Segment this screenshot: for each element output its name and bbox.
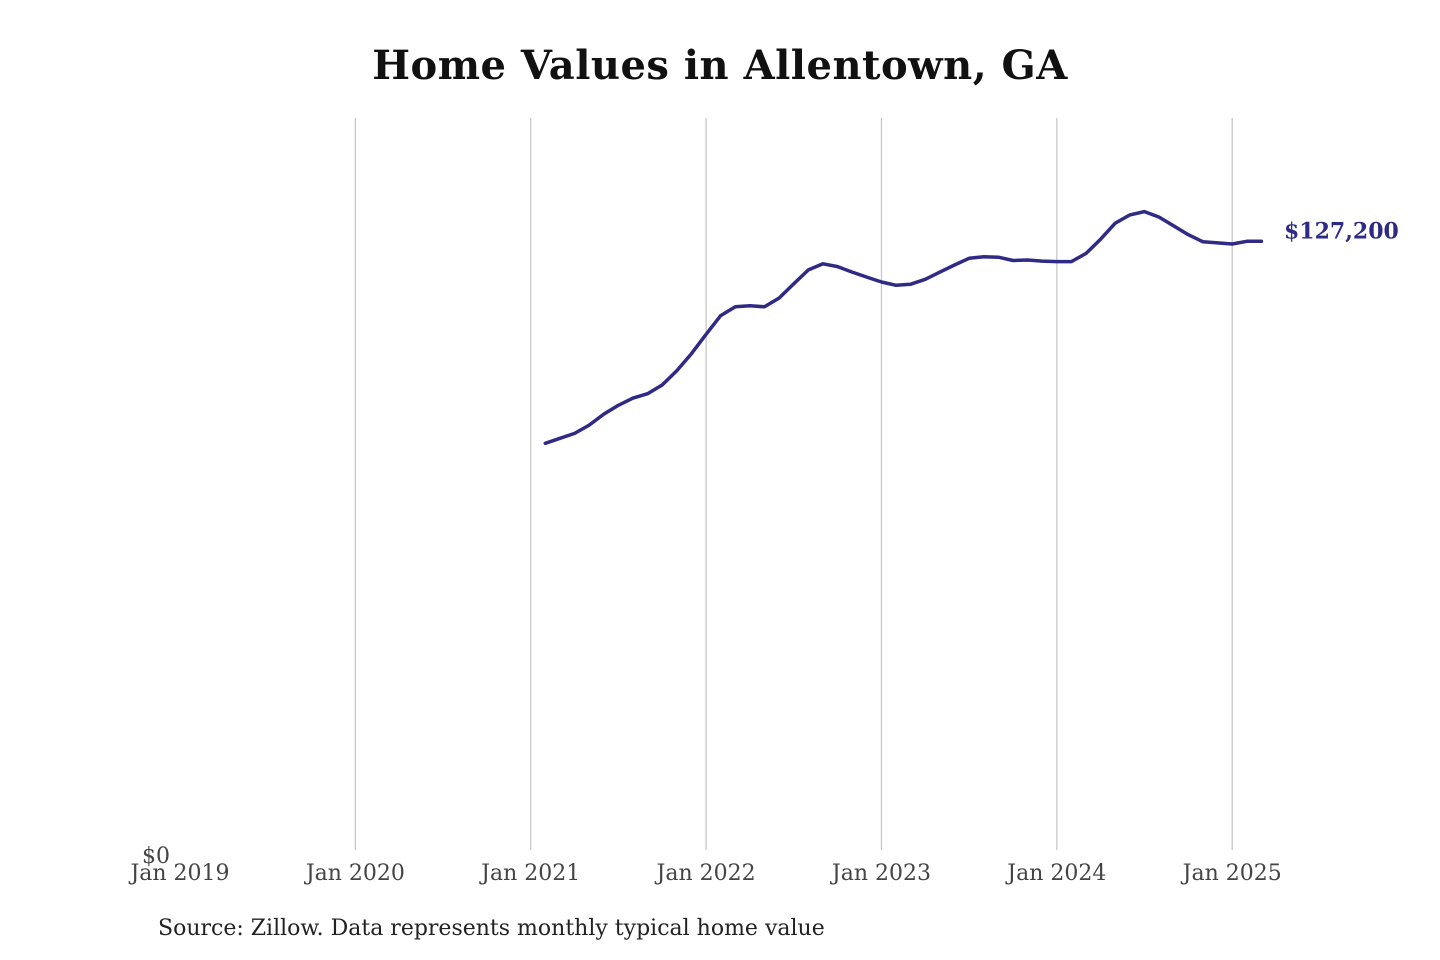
line-series [543,209,1264,446]
chart-title: Home Values in Allentown, GA [372,42,1068,89]
source-note: Source: Zillow. Data represents monthly … [158,916,825,941]
axis-labels: Jan 2019 Jan 2020 Jan 2021 Jan 2022 Jan 2023… [128,218,1398,886]
x-tick-label: Jan 2021 [479,861,580,886]
x-tick-label: Jan 2020 [304,861,405,886]
x-tick-label: Jan 2022 [655,861,756,886]
x-tick-label: Jan 2025 [1181,861,1282,886]
series-line [543,209,1264,446]
x-tick-label: Jan 2019 [128,861,229,886]
end-value-label: $127,200 [1284,218,1399,244]
x-tick-label: Jan 2024 [1005,861,1106,886]
y-tick-label: $0 [142,844,170,869]
vertical-gridlines [354,118,1233,850]
x-tick-label: Jan 2023 [830,861,931,886]
home-value-line-chart: Jan 2019 Jan 2020 Jan 2021 Jan 2022 Jan 2023… [128,118,1399,886]
